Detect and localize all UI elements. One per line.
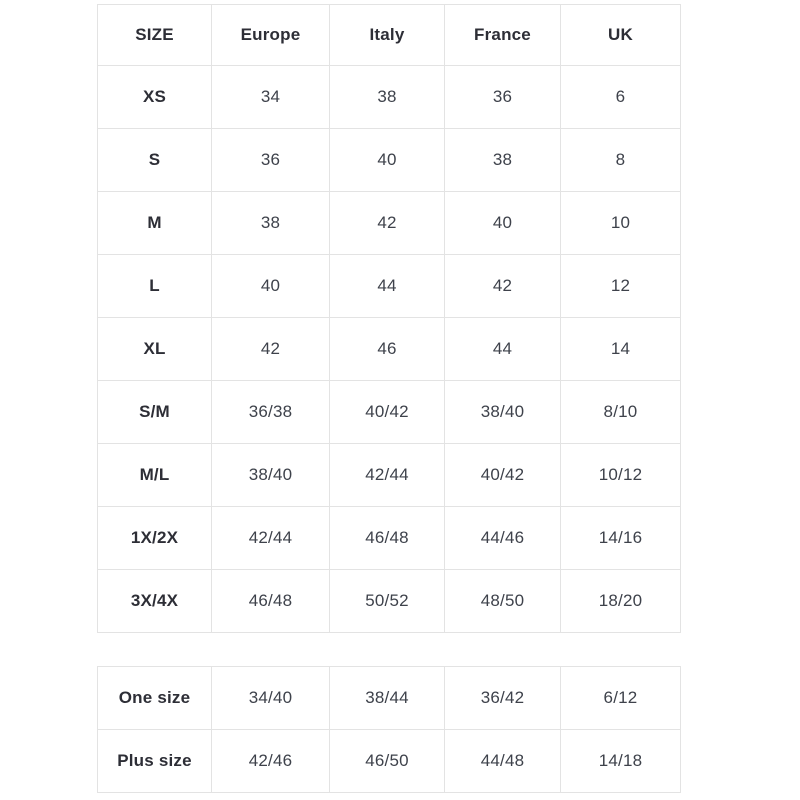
size-value-cell: 46/50 <box>329 729 445 793</box>
size-label-cell: XS <box>97 65 212 129</box>
size-label-cell: XL <box>97 317 212 381</box>
size-value-cell: 50/52 <box>329 569 445 633</box>
size-value-cell: 46 <box>329 317 445 381</box>
header-cell-italy: Italy <box>329 4 445 66</box>
size-value-cell: 36/38 <box>211 380 330 444</box>
size-value-cell: 6 <box>560 65 681 129</box>
size-value-cell: 18/20 <box>560 569 681 633</box>
size-value-cell: 40 <box>211 254 330 318</box>
header-cell-europe: Europe <box>211 4 330 66</box>
size-value-cell: 48/50 <box>444 569 561 633</box>
size-conversion-table-body: XS 34 38 36 6 S 36 40 38 8 M 38 42 40 10 L 40 44 42 12 XL 42 4… <box>97 65 681 633</box>
table-row: L 40 44 42 12 <box>97 254 681 318</box>
size-value-cell: 42/44 <box>211 506 330 570</box>
size-value-cell: 42 <box>444 254 561 318</box>
size-value-cell: 42/44 <box>329 443 445 507</box>
table-row: M/L 38/40 42/44 40/42 10/12 <box>97 443 681 507</box>
size-value-cell: 6/12 <box>560 666 681 730</box>
table-row: 3X/4X 46/48 50/52 48/50 18/20 <box>97 569 681 633</box>
size-label-cell: M <box>97 191 212 255</box>
size-value-cell: 14/18 <box>560 729 681 793</box>
header-cell-size: SIZE <box>97 4 212 66</box>
size-label-cell: 1X/2X <box>97 506 212 570</box>
size-label-cell: S/M <box>97 380 212 444</box>
table-row: XL 42 46 44 14 <box>97 317 681 381</box>
header-row: SIZE Europe Italy France UK <box>97 4 681 66</box>
size-value-cell: 36/42 <box>444 666 561 730</box>
table-row: S 36 40 38 8 <box>97 128 681 192</box>
size-value-cell: 38/40 <box>444 380 561 444</box>
table-row: Plus size 42/46 46/50 44/48 14/18 <box>97 729 681 793</box>
table-row: One size 34/40 38/44 36/42 6/12 <box>97 666 681 730</box>
size-value-cell: 10 <box>560 191 681 255</box>
size-value-cell: 40 <box>444 191 561 255</box>
size-value-cell: 12 <box>560 254 681 318</box>
size-value-cell: 42 <box>329 191 445 255</box>
size-label-cell: 3X/4X <box>97 569 212 633</box>
table-row: M 38 42 40 10 <box>97 191 681 255</box>
header-cell-france: France <box>444 4 561 66</box>
size-value-cell: 38/44 <box>329 666 445 730</box>
size-label-cell: One size <box>97 666 212 730</box>
size-value-cell: 38/40 <box>211 443 330 507</box>
size-value-cell: 34/40 <box>211 666 330 730</box>
size-value-cell: 8/10 <box>560 380 681 444</box>
size-conversion-table: SIZE Europe Italy France UK XS 34 38 36 6 S 36… <box>97 4 681 633</box>
size-value-cell: 38 <box>211 191 330 255</box>
size-charts-container: SIZE Europe Italy France UK XS 34 38 36 6 S 36… <box>97 4 681 793</box>
table-row: XS 34 38 36 6 <box>97 65 681 129</box>
header-cell-uk: UK <box>560 4 681 66</box>
size-value-cell: 46/48 <box>211 569 330 633</box>
size-value-cell: 42/46 <box>211 729 330 793</box>
size-label-cell: L <box>97 254 212 318</box>
size-value-cell: 34 <box>211 65 330 129</box>
size-value-cell: 14 <box>560 317 681 381</box>
size-label-cell: M/L <box>97 443 212 507</box>
size-value-cell: 42 <box>211 317 330 381</box>
size-value-cell: 44 <box>329 254 445 318</box>
size-label-cell: Plus size <box>97 729 212 793</box>
size-value-cell: 38 <box>329 65 445 129</box>
size-value-cell: 36 <box>211 128 330 192</box>
size-label-cell: S <box>97 128 212 192</box>
size-value-cell: 44/46 <box>444 506 561 570</box>
size-value-cell: 44 <box>444 317 561 381</box>
size-value-cell: 40/42 <box>444 443 561 507</box>
size-value-cell: 44/48 <box>444 729 561 793</box>
size-value-cell: 40/42 <box>329 380 445 444</box>
special-sizes-table-body: One size 34/40 38/44 36/42 6/12 Plus size 42/4… <box>97 666 681 793</box>
size-value-cell: 8 <box>560 128 681 192</box>
size-value-cell: 46/48 <box>329 506 445 570</box>
size-value-cell: 38 <box>444 128 561 192</box>
size-value-cell: 10/12 <box>560 443 681 507</box>
special-sizes-table: One size 34/40 38/44 36/42 6/12 Plus size 42/4… <box>97 666 681 793</box>
size-value-cell: 36 <box>444 65 561 129</box>
table-row: S/M 36/38 40/42 38/40 8/10 <box>97 380 681 444</box>
table-row: 1X/2X 42/44 46/48 44/46 14/16 <box>97 506 681 570</box>
size-value-cell: 40 <box>329 128 445 192</box>
size-conversion-table-header: SIZE Europe Italy France UK <box>97 4 681 66</box>
size-value-cell: 14/16 <box>560 506 681 570</box>
